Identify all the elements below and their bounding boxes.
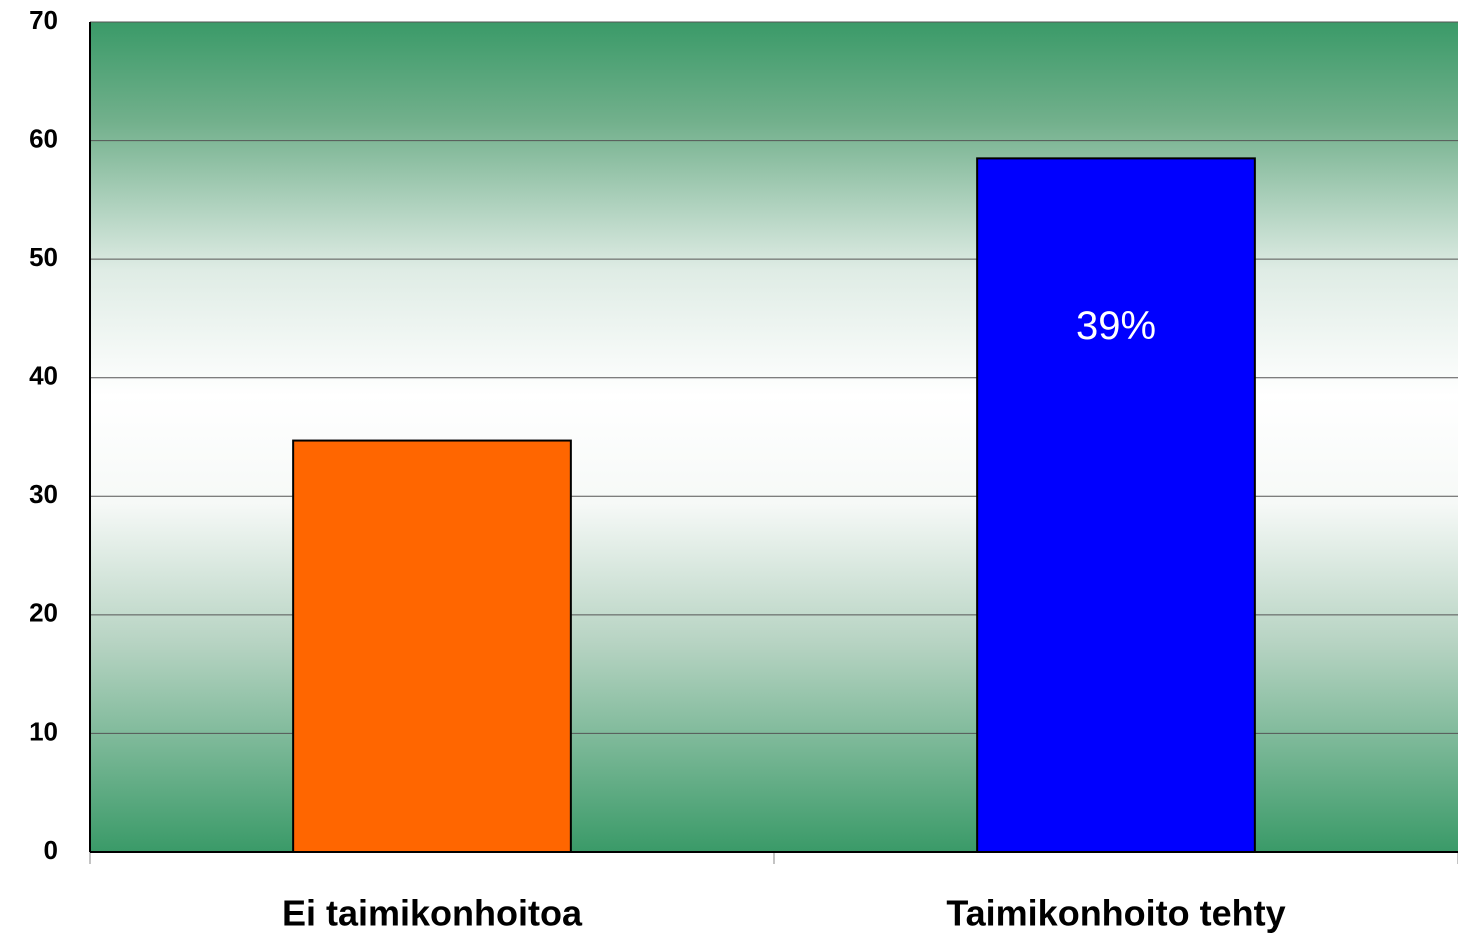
y-tick-label: 50 xyxy=(29,242,58,272)
bar xyxy=(292,439,572,853)
y-tick-label: 30 xyxy=(29,479,58,509)
y-tick-label: 40 xyxy=(29,361,58,391)
x-tick-label: Ei taimikonhoitoa xyxy=(282,893,583,934)
y-tick-label: 0 xyxy=(44,835,58,865)
annotation: 39% xyxy=(1076,304,1156,348)
y-tick-label: 20 xyxy=(29,598,58,628)
y-tick-label: 70 xyxy=(29,5,58,35)
x-tick-label: Taimikonhoito tehty xyxy=(946,893,1285,934)
y-tick-label: 60 xyxy=(29,123,58,153)
y-tick-label: 10 xyxy=(29,716,58,746)
bar xyxy=(976,157,1256,854)
